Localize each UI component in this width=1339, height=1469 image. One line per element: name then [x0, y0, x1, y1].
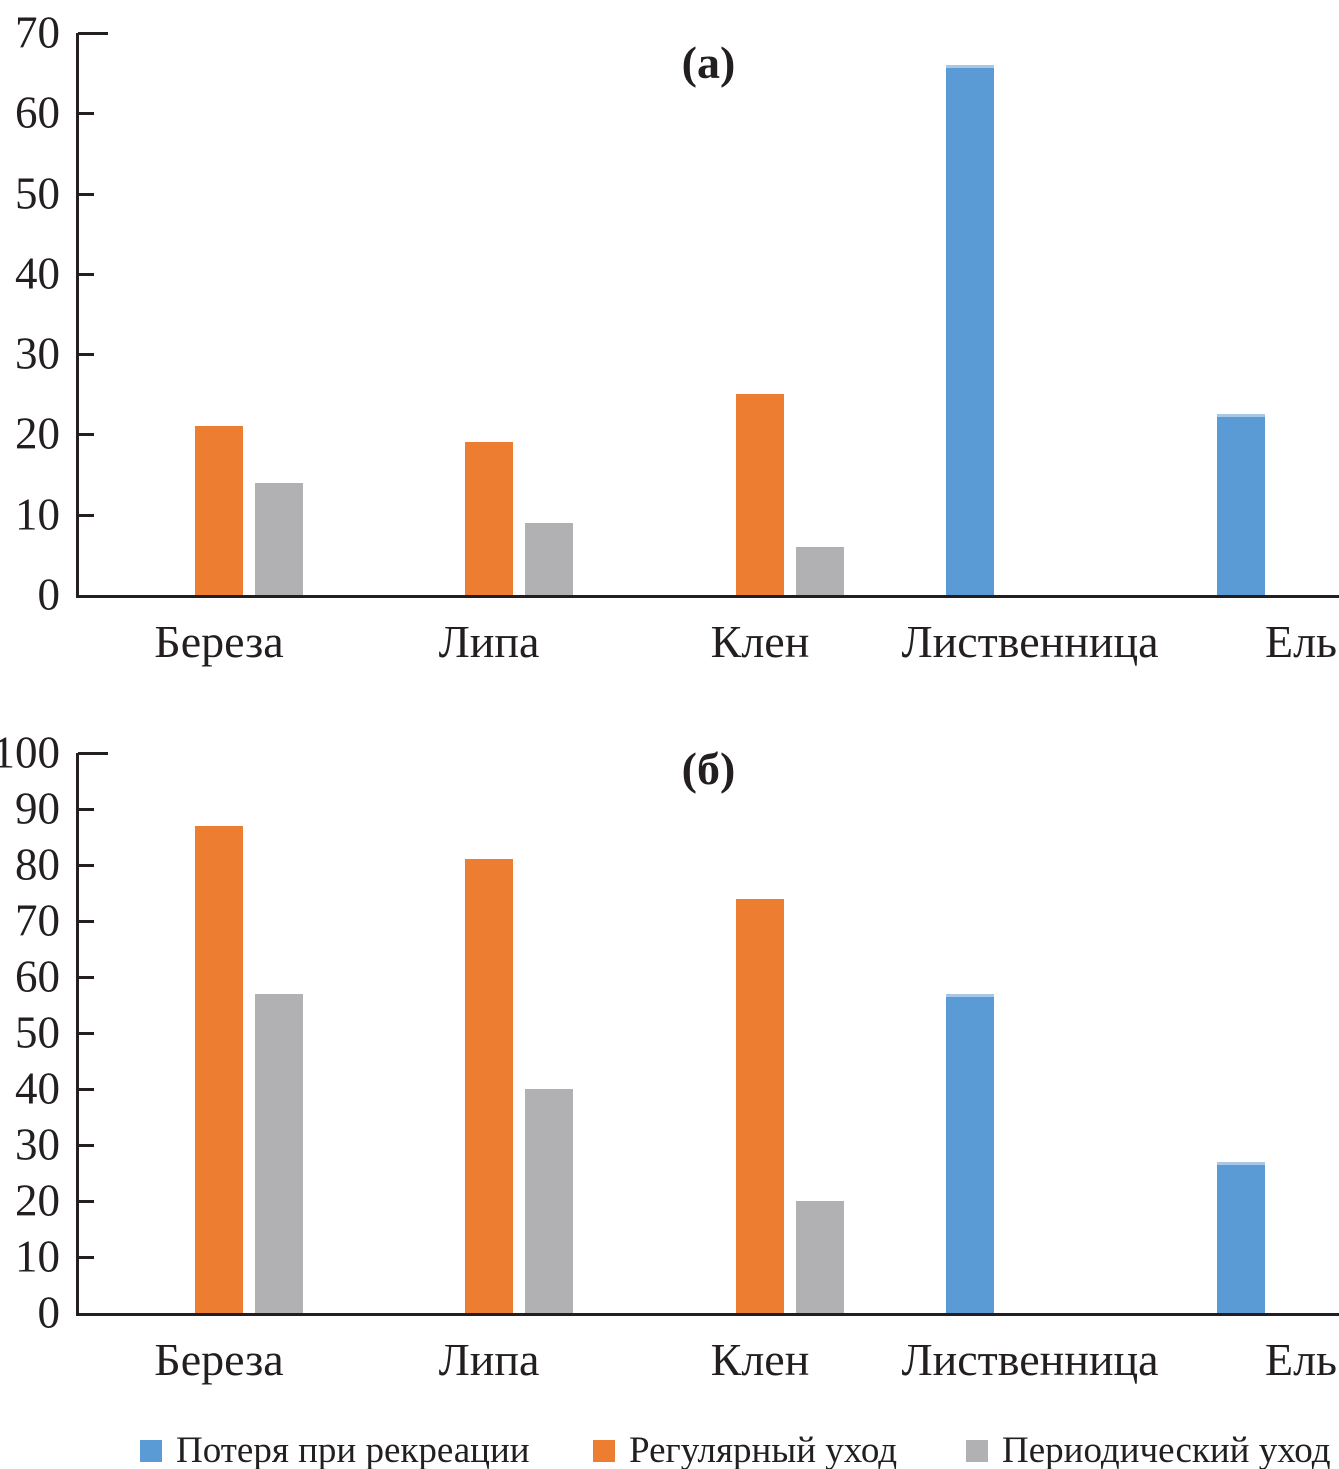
x-category-label: Ель [1264, 616, 1338, 667]
bar [195, 426, 243, 595]
y-tick-mark [78, 808, 94, 811]
y-tick-mark [78, 1032, 94, 1035]
chart-b-title: (б) [681, 743, 736, 795]
y-tick-label: 60 [15, 951, 60, 1002]
y-tick-mark [78, 192, 94, 196]
x-category-label: Липа [438, 1334, 540, 1385]
legend-swatch [140, 1439, 162, 1462]
y-tick-mark [78, 1088, 94, 1091]
y-tick-label: 40 [15, 248, 60, 299]
y-tick-mark [78, 920, 94, 923]
bar [736, 394, 784, 595]
x-axis-line [76, 595, 1339, 598]
x-category-label: Липа [438, 616, 540, 667]
y-tick-label: 10 [15, 1231, 60, 1282]
bar [465, 442, 513, 595]
y-axis-line [76, 32, 79, 598]
bar [525, 1089, 573, 1313]
y-tick-mark [78, 976, 94, 979]
x-category-label: Лиственница [901, 1334, 1159, 1385]
legend-swatch [593, 1439, 615, 1462]
y-tick-mark [78, 864, 94, 867]
y-tick-label: 50 [15, 168, 60, 219]
x-category-label: Ель [1264, 1334, 1338, 1385]
y-tick-label: 0 [37, 1287, 61, 1338]
y-tick-label: 90 [15, 783, 60, 834]
legend-label: Регулярный уход [629, 1430, 898, 1469]
y-tick-mark [78, 513, 94, 517]
y-tick-mark [78, 112, 94, 116]
bar [525, 522, 573, 595]
x-category-label: Клен [710, 1334, 810, 1385]
y-tick-label: 20 [15, 1175, 60, 1226]
legend-item: Потеря при рекреации [140, 1432, 530, 1469]
y-tick-mark [78, 433, 94, 437]
y-tick-mark [78, 31, 108, 35]
bar [255, 482, 303, 595]
y-tick-label: 80 [15, 839, 60, 890]
y-tick-mark [78, 353, 94, 357]
x-category-label: Клен [710, 616, 810, 667]
bar [796, 546, 844, 595]
legend-item: Регулярный уход [593, 1432, 897, 1469]
y-tick-label: 30 [15, 328, 60, 379]
chart-a-title: (а) [681, 37, 736, 89]
bar [1217, 414, 1265, 595]
legend-item: Периодический уход [966, 1432, 1331, 1469]
bar [195, 825, 243, 1313]
bar [465, 859, 513, 1313]
y-tick-mark [78, 752, 108, 755]
legend-label: Потеря при рекреации [176, 1430, 530, 1469]
y-tick-label: 70 [15, 895, 60, 946]
y-tick-label: 100 [0, 727, 60, 778]
legend-swatch [966, 1439, 988, 1462]
y-axis-line [76, 753, 79, 1316]
bar [736, 898, 784, 1313]
x-category-label: Береза [154, 616, 284, 667]
y-tick-mark [78, 1256, 94, 1259]
bar [946, 65, 994, 595]
y-tick-label: 40 [15, 1063, 60, 1114]
y-tick-label: 20 [15, 408, 60, 459]
legend-label: Периодический уход [1002, 1430, 1331, 1469]
x-axis-line [76, 1313, 1339, 1316]
y-tick-label: 10 [15, 489, 60, 540]
bar [796, 1201, 844, 1313]
bar [255, 993, 303, 1313]
y-tick-label: 60 [15, 87, 60, 138]
y-tick-label: 70 [15, 7, 60, 58]
x-category-label: Береза [154, 1334, 284, 1385]
y-tick-mark [78, 1200, 94, 1203]
y-tick-mark [78, 1144, 94, 1147]
x-category-label: Лиственница [901, 616, 1159, 667]
bar [1217, 1161, 1265, 1313]
y-tick-mark [78, 272, 94, 276]
y-tick-label: 0 [37, 569, 61, 620]
y-tick-label: 50 [15, 1007, 60, 1058]
bar [946, 993, 994, 1313]
y-tick-label: 30 [15, 1119, 60, 1170]
